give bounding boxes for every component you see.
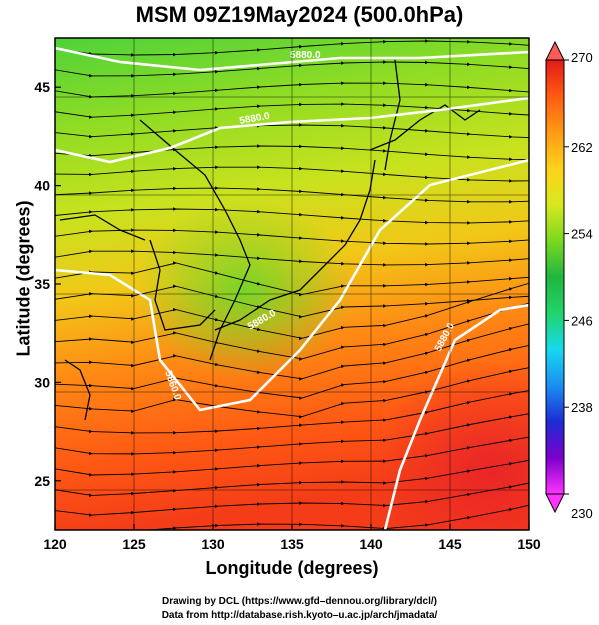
y-axis-label: Latitude (degrees) <box>13 200 34 357</box>
x-tick-label: 145 <box>438 536 462 552</box>
contour-label: 5880.0 <box>290 50 321 61</box>
colorbar: 230 238 246 254 262 270 <box>545 40 593 521</box>
streamline <box>89 498 529 530</box>
x-axis-label: Longitude (degrees) <box>205 558 379 578</box>
x-tick-label: 130 <box>201 536 225 552</box>
colorbar-tick-label: 230 <box>571 506 593 521</box>
x-tick-label: 125 <box>122 536 146 552</box>
contour-lines <box>55 46 529 530</box>
colorbar-tick-label: 254 <box>571 227 593 242</box>
x-axis: 120 125 130 135 140 145 150 <box>43 524 541 552</box>
colorbar-tick-label: 262 <box>571 140 593 155</box>
colorbar-ticks: 230 238 246 254 262 270 <box>564 50 593 521</box>
colorbar-tick-label: 270 <box>571 50 593 65</box>
x-tick-label: 135 <box>280 536 304 552</box>
coastlines <box>59 59 481 421</box>
y-tick-label: 30 <box>34 374 50 390</box>
y-axis: 25 30 35 40 45 <box>34 79 61 489</box>
credit-data: Data from http://database.rish.kyoto–u.a… <box>161 610 438 621</box>
y-tick-label: 40 <box>34 178 50 194</box>
x-tick-label: 120 <box>43 536 67 552</box>
colorbar-body <box>545 59 565 495</box>
x-tick-label: 140 <box>359 536 383 552</box>
chart-title: MSM 09Z19May2024 (500.0hPa) <box>135 2 464 27</box>
contour-label: 5880.0 <box>239 111 271 127</box>
colorbar-tick-label: 246 <box>571 313 593 328</box>
y-tick-label: 25 <box>34 473 50 489</box>
colorbar-top-triangle <box>545 40 565 61</box>
colorbar-tick-label: 238 <box>571 400 593 415</box>
field-warm-blob <box>370 360 529 530</box>
grid <box>55 38 529 530</box>
colorbar-bottom-triangle <box>545 493 565 514</box>
y-tick-label: 45 <box>34 79 50 95</box>
y-tick-label: 35 <box>34 276 50 292</box>
credit-drawing: Drawing by DCL (https://www.gfd–dennou.o… <box>161 596 437 607</box>
x-tick-label: 150 <box>517 536 541 552</box>
